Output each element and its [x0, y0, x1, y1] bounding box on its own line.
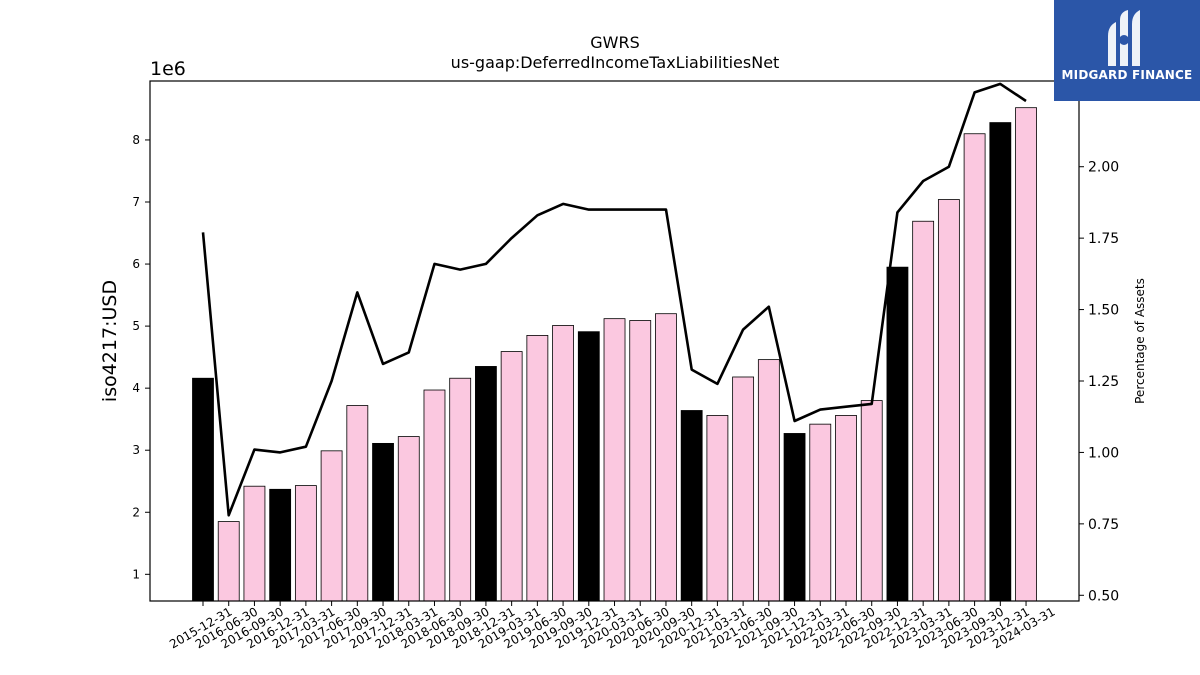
y2-tick-label: 0.75: [1088, 517, 1119, 533]
y-tick-label: 3: [132, 443, 140, 457]
bar: [294, 485, 317, 602]
bar: [526, 335, 549, 602]
y2-tick-label: 1.75: [1088, 231, 1119, 247]
bar: [629, 320, 652, 602]
bar: [912, 220, 935, 602]
bar: [397, 436, 420, 602]
line-layer: [201, 82, 1027, 517]
y2-tick-label: 0.50: [1088, 588, 1119, 604]
brand-name: MIDGARD FINANCE: [1061, 68, 1193, 82]
bar: [449, 377, 472, 602]
y2-axis-label: Percentage of Assets: [1133, 278, 1147, 404]
midgard-logo-icon: [1108, 10, 1140, 66]
chart-subtitle: us-gaap:DeferredIncomeTaxLiabilitiesNet: [451, 53, 780, 72]
bar: [269, 488, 292, 602]
bar: [217, 521, 240, 602]
bar: [680, 410, 703, 602]
brand-logo: MIDGARD FINANCE: [1054, 0, 1200, 101]
axes-layer: 123456780.500.751.001.251.501.752.002.25…: [132, 88, 1119, 651]
bar: [809, 423, 832, 602]
bar: [783, 433, 806, 602]
bar: [757, 359, 780, 602]
percentage-line: [201, 82, 1027, 517]
bar: [423, 389, 446, 602]
bar: [1015, 107, 1037, 602]
y-tick-label: 7: [132, 195, 140, 209]
y-tick-label: 6: [132, 257, 140, 271]
bar: [706, 415, 729, 602]
bar: [886, 266, 909, 602]
y2-tick-label: 2.00: [1088, 160, 1119, 176]
bar: [500, 351, 523, 602]
y-tick-label: 5: [132, 319, 140, 333]
bar: [243, 485, 266, 602]
y2-tick-label: 1.00: [1088, 445, 1119, 461]
y-tick-label: 4: [132, 381, 140, 395]
bar: [732, 376, 755, 602]
y-tick-label: 2: [132, 505, 140, 519]
y2-tick-label: 1.25: [1088, 374, 1119, 390]
y-axis-label: iso4217:USD: [99, 280, 121, 402]
chart-title: GWRS: [590, 33, 640, 52]
y-tick-label: 8: [132, 133, 140, 147]
bar: [372, 442, 394, 602]
bar: [346, 405, 369, 602]
bar: [603, 318, 626, 602]
y-offset-text: 1e6: [150, 58, 186, 80]
bar: [937, 199, 960, 602]
y2-tick-label: 1.50: [1088, 303, 1119, 319]
bars-layer: [192, 107, 1037, 602]
bar: [963, 133, 986, 602]
y-tick-label: 1: [132, 567, 140, 581]
bar: [552, 325, 574, 602]
bar: [860, 400, 883, 602]
bar: [320, 450, 343, 602]
bar: [835, 415, 857, 602]
bar: [655, 313, 677, 602]
bar: [577, 331, 600, 602]
bar: [989, 122, 1012, 602]
bar: [192, 377, 214, 602]
bar: [475, 366, 497, 602]
